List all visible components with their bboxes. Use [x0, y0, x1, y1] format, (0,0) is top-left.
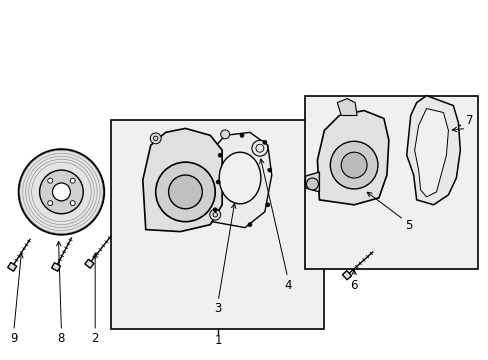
- Circle shape: [40, 170, 83, 214]
- Text: 4: 4: [284, 279, 291, 292]
- Polygon shape: [317, 111, 388, 205]
- Text: 9: 9: [10, 332, 18, 345]
- Text: 1: 1: [214, 334, 222, 347]
- Circle shape: [220, 130, 229, 139]
- Circle shape: [330, 141, 377, 189]
- Circle shape: [155, 162, 215, 222]
- Text: 2: 2: [91, 332, 99, 345]
- Text: 8: 8: [58, 332, 65, 345]
- Circle shape: [265, 203, 269, 207]
- Circle shape: [209, 209, 220, 220]
- Circle shape: [48, 178, 53, 183]
- Circle shape: [251, 140, 267, 156]
- Polygon shape: [84, 259, 94, 268]
- Circle shape: [70, 178, 75, 183]
- FancyBboxPatch shape: [111, 121, 324, 329]
- Polygon shape: [305, 172, 319, 192]
- Circle shape: [240, 133, 244, 137]
- Circle shape: [306, 178, 318, 190]
- Polygon shape: [8, 262, 17, 271]
- Circle shape: [150, 133, 161, 144]
- Text: 3: 3: [214, 302, 222, 315]
- Polygon shape: [142, 129, 222, 231]
- Text: 6: 6: [350, 279, 357, 292]
- Polygon shape: [52, 263, 61, 271]
- Circle shape: [218, 153, 222, 157]
- Circle shape: [263, 140, 266, 144]
- Polygon shape: [337, 99, 356, 116]
- Circle shape: [48, 201, 53, 206]
- Polygon shape: [406, 96, 459, 205]
- Circle shape: [267, 168, 271, 172]
- Circle shape: [247, 223, 251, 227]
- Circle shape: [168, 175, 202, 209]
- Circle shape: [341, 152, 366, 178]
- Circle shape: [52, 183, 70, 201]
- Circle shape: [213, 208, 217, 212]
- Circle shape: [70, 201, 75, 206]
- Text: 5: 5: [404, 219, 411, 232]
- Text: 7: 7: [466, 114, 473, 127]
- Circle shape: [216, 180, 220, 184]
- Polygon shape: [414, 109, 447, 197]
- Circle shape: [19, 149, 104, 235]
- Polygon shape: [342, 271, 351, 280]
- Polygon shape: [208, 132, 271, 228]
- FancyBboxPatch shape: [304, 96, 477, 269]
- Ellipse shape: [219, 152, 260, 204]
